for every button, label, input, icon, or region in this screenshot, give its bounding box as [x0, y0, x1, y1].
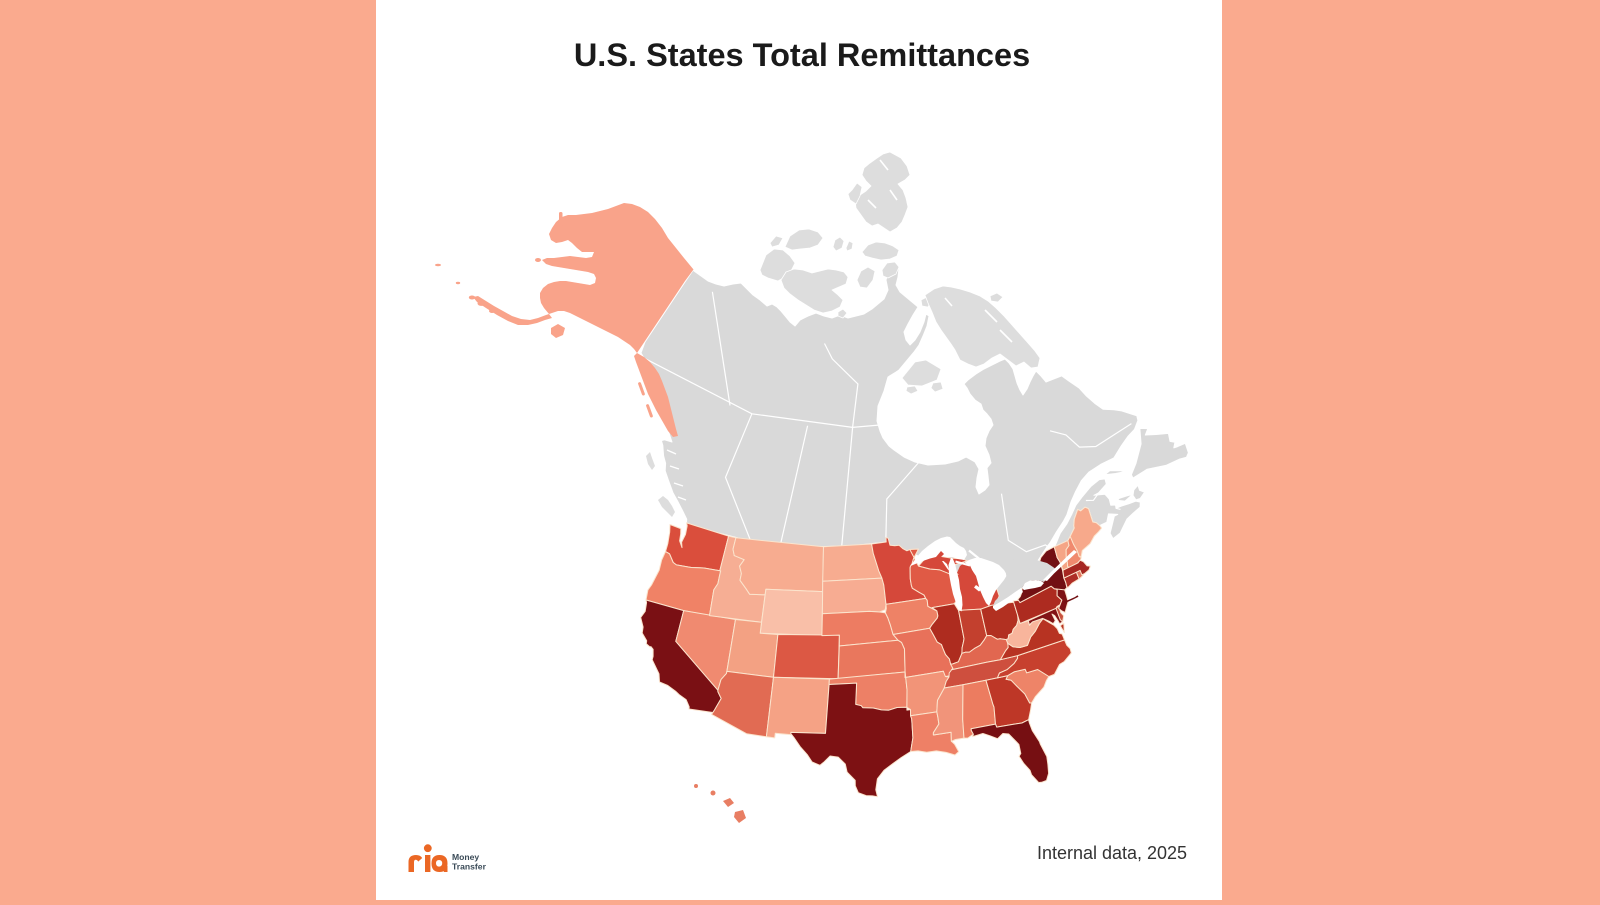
svg-text:Transfer: Transfer [452, 862, 487, 872]
svg-text:Money: Money [452, 852, 479, 862]
